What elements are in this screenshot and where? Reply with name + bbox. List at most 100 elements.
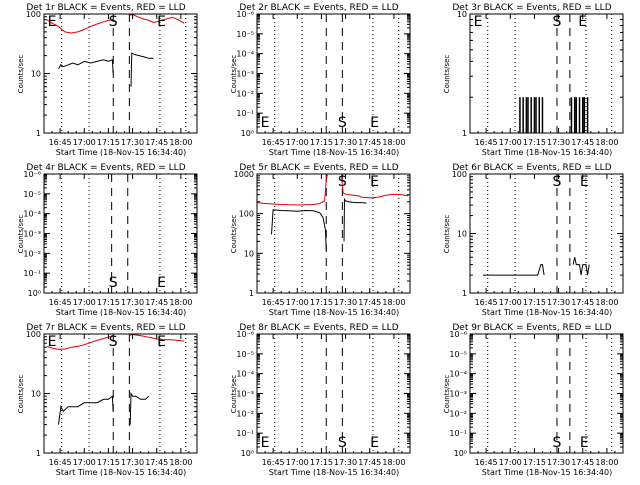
- panel-1: Det 1r BLACK = Events, RED = LLD 1 10 100 16…: [17, 3, 198, 157]
- x-tick-label: 17:45: [571, 298, 594, 307]
- x-tick-label: 17:45: [571, 138, 594, 147]
- y-tick-label: 10⁰: [241, 449, 254, 458]
- x-tick-label: 17:00: [286, 458, 309, 467]
- panel-title: Det 5r BLACK = Events, RED = LLD: [239, 163, 398, 173]
- events-series-line: [271, 197, 367, 251]
- y-tick-label: 10⁻³: [23, 230, 41, 239]
- panel-5: Det 5r BLACK = Events, RED = LLD 1 10 100 10…: [230, 163, 411, 317]
- x-tick-label: 18:00: [595, 298, 618, 307]
- y-tick-label: 100: [452, 170, 467, 179]
- series-group: [257, 174, 409, 251]
- plot-frame: [256, 173, 411, 294]
- x-tick-label: 17:15: [97, 458, 120, 467]
- y-tick-label: 10: [457, 10, 467, 19]
- x-tick-label: 18:00: [169, 138, 192, 147]
- x-tick-label: 18:00: [595, 138, 618, 147]
- y-axis-title: Counts/sec: [443, 55, 451, 94]
- start-marker-label: S: [338, 174, 347, 190]
- x-axis-title: Start Time (18-Nov-15 16:34:40): [482, 468, 612, 477]
- y-tick-label: 10⁻³: [236, 70, 254, 79]
- panel-title: Det 2r BLACK = Events, RED = LLD: [239, 3, 398, 13]
- x-tick-label: 17:00: [73, 458, 96, 467]
- x-tick-label: 16:45: [262, 138, 285, 147]
- panel-title: Det 4r BLACK = Events, RED = LLD: [26, 163, 185, 173]
- y-axis-title: Counts/sec: [230, 375, 238, 414]
- x-tick-label: 17:00: [499, 138, 522, 147]
- y-tick-label: 10⁻¹: [449, 429, 467, 438]
- x-tick-label: 17:00: [286, 138, 309, 147]
- y-tick-label: 10: [31, 390, 41, 399]
- x-tick-label: 18:00: [169, 458, 192, 467]
- panel-3: Det 3r BLACK = Events, RED = LLD 1 10 16:45…: [443, 3, 624, 157]
- panel-title: Det 9r BLACK = Events, RED = LLD: [452, 323, 611, 333]
- plot-frame: [43, 333, 198, 454]
- x-tick-label: 17:15: [523, 138, 546, 147]
- x-tick-label: 16:45: [475, 458, 498, 467]
- y-tick-label: 100: [239, 210, 254, 219]
- x-tick-label: 16:45: [49, 458, 72, 467]
- y-tick-label: 1: [36, 129, 41, 138]
- y-tick-label: 10⁻⁵: [23, 190, 41, 199]
- start-marker-label: S: [553, 435, 562, 451]
- x-tick-label: 17:45: [358, 458, 381, 467]
- x-tick-label: 17:45: [145, 298, 168, 307]
- x-axis-title: Start Time (18-Nov-15 16:34:40): [269, 468, 399, 477]
- x-axis-title: Start Time (18-Nov-15 16:34:40): [482, 148, 612, 157]
- panel-9: Det 9r BLACK = Events, RED = LLD 10⁰ 10⁻¹ 1…: [443, 323, 624, 477]
- y-tick-label: 10⁻¹: [23, 269, 41, 278]
- y-axis-title: Counts/sec: [443, 375, 451, 414]
- y-axis-title: Counts/sec: [17, 55, 25, 94]
- plot-frame: [469, 333, 624, 454]
- y-tick-label: 100: [26, 330, 41, 339]
- y-axis-title: Counts/sec: [230, 215, 238, 254]
- y-tick-label: 100: [26, 10, 41, 19]
- y-tick-label: 10⁻⁴: [449, 370, 467, 379]
- x-tick-label: 18:00: [595, 458, 618, 467]
- y-tick-label: 1000: [234, 170, 254, 179]
- y-tick-label: 1: [36, 449, 41, 458]
- start-marker-label: S: [109, 275, 118, 291]
- series-group: [519, 97, 589, 133]
- x-tick-label: 17:00: [286, 298, 309, 307]
- x-tick-label: 17:30: [121, 138, 144, 147]
- x-axis-title: Start Time (18-Nov-15 16:34:40): [269, 308, 399, 317]
- x-tick-label: 17:45: [145, 458, 168, 467]
- x-tick-label: 17:45: [571, 458, 594, 467]
- x-tick-label: 17:30: [121, 298, 144, 307]
- x-tick-label: 17:15: [523, 298, 546, 307]
- x-axis-title: Start Time (18-Nov-15 16:34:40): [56, 468, 186, 477]
- start-marker-label: S: [553, 14, 562, 30]
- x-axis-title: Start Time (18-Nov-15 16:34:40): [482, 308, 612, 317]
- y-tick-label: 10⁻⁴: [23, 210, 41, 219]
- x-tick-label: 16:45: [262, 298, 285, 307]
- series-group: [46, 14, 185, 87]
- panel-title: Det 8r BLACK = Events, RED = LLD: [239, 323, 398, 333]
- y-tick-label: 10⁻³: [236, 390, 254, 399]
- y-tick-label: 10⁻⁵: [236, 30, 254, 39]
- plot-frame: [469, 13, 624, 134]
- x-tick-label: 17:30: [547, 458, 570, 467]
- events-series-line: [58, 391, 150, 425]
- x-tick-label: 17:45: [358, 138, 381, 147]
- lld-series-line: [257, 174, 409, 206]
- end-marker-label: E: [261, 115, 270, 131]
- end-marker-label: E: [157, 14, 166, 30]
- y-tick-label: 10: [244, 249, 254, 258]
- y-tick-label: 10⁻¹: [236, 109, 254, 118]
- y-tick-label: 10⁻⁶: [236, 10, 254, 19]
- y-tick-label: 10⁻⁵: [449, 350, 467, 359]
- y-tick-label: 10⁻²: [236, 89, 254, 98]
- y-tick-label: 10⁻⁵: [236, 350, 254, 359]
- y-tick-label: 10⁻²: [449, 409, 467, 418]
- x-tick-label: 17:15: [523, 458, 546, 467]
- x-tick-label: 17:45: [358, 298, 381, 307]
- x-tick-label: 17:30: [334, 458, 357, 467]
- x-tick-label: 18:00: [169, 298, 192, 307]
- y-tick-label: 10⁰: [454, 449, 467, 458]
- x-tick-label: 17:30: [547, 298, 570, 307]
- panel-2: Det 2r BLACK = Events, RED = LLD 10⁰ 10⁻¹ 1…: [230, 3, 411, 157]
- x-tick-label: 16:45: [49, 298, 72, 307]
- y-axis-title: Counts/sec: [443, 215, 451, 254]
- end-marker-label: E: [48, 334, 57, 350]
